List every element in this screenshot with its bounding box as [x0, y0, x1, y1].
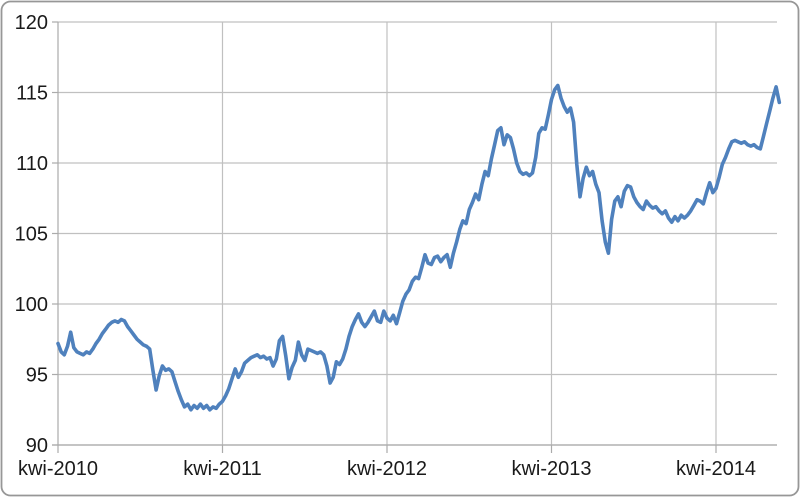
y-axis-labels: 90 95 100 105 110 115 120 [15, 12, 48, 457]
data-series-line [56, 83, 782, 412]
x-axis-label-kwi-2011: kwi-2011 [183, 458, 262, 480]
y-axis-label-95: 95 [26, 365, 48, 387]
x-axis-label-kwi-2013: kwi-2013 [511, 458, 591, 480]
y-axis-label-120: 120 [15, 12, 48, 34]
y-axis-label-100: 100 [15, 294, 48, 316]
x-axis-label-kwi-2010: kwi-2010 [18, 458, 98, 480]
vertical-gridlines [221, 22, 717, 445]
y-axis-label-105: 105 [15, 224, 48, 246]
axis-tick-marks [52, 21, 717, 453]
horizontal-gridlines [58, 21, 777, 446]
x-axis-labels: kwi-2010 kwi-2011 kwi-2012 kwi-2013 kwi-2014 [18, 458, 756, 480]
y-axis-label-110: 110 [16, 153, 48, 175]
y-axis-label-115: 115 [16, 83, 48, 105]
y-axis-label-90: 90 [26, 435, 48, 457]
x-axis-label-kwi-2012: kwi-2012 [347, 458, 427, 480]
x-axis-label-kwi-2014: kwi-2014 [676, 458, 756, 480]
